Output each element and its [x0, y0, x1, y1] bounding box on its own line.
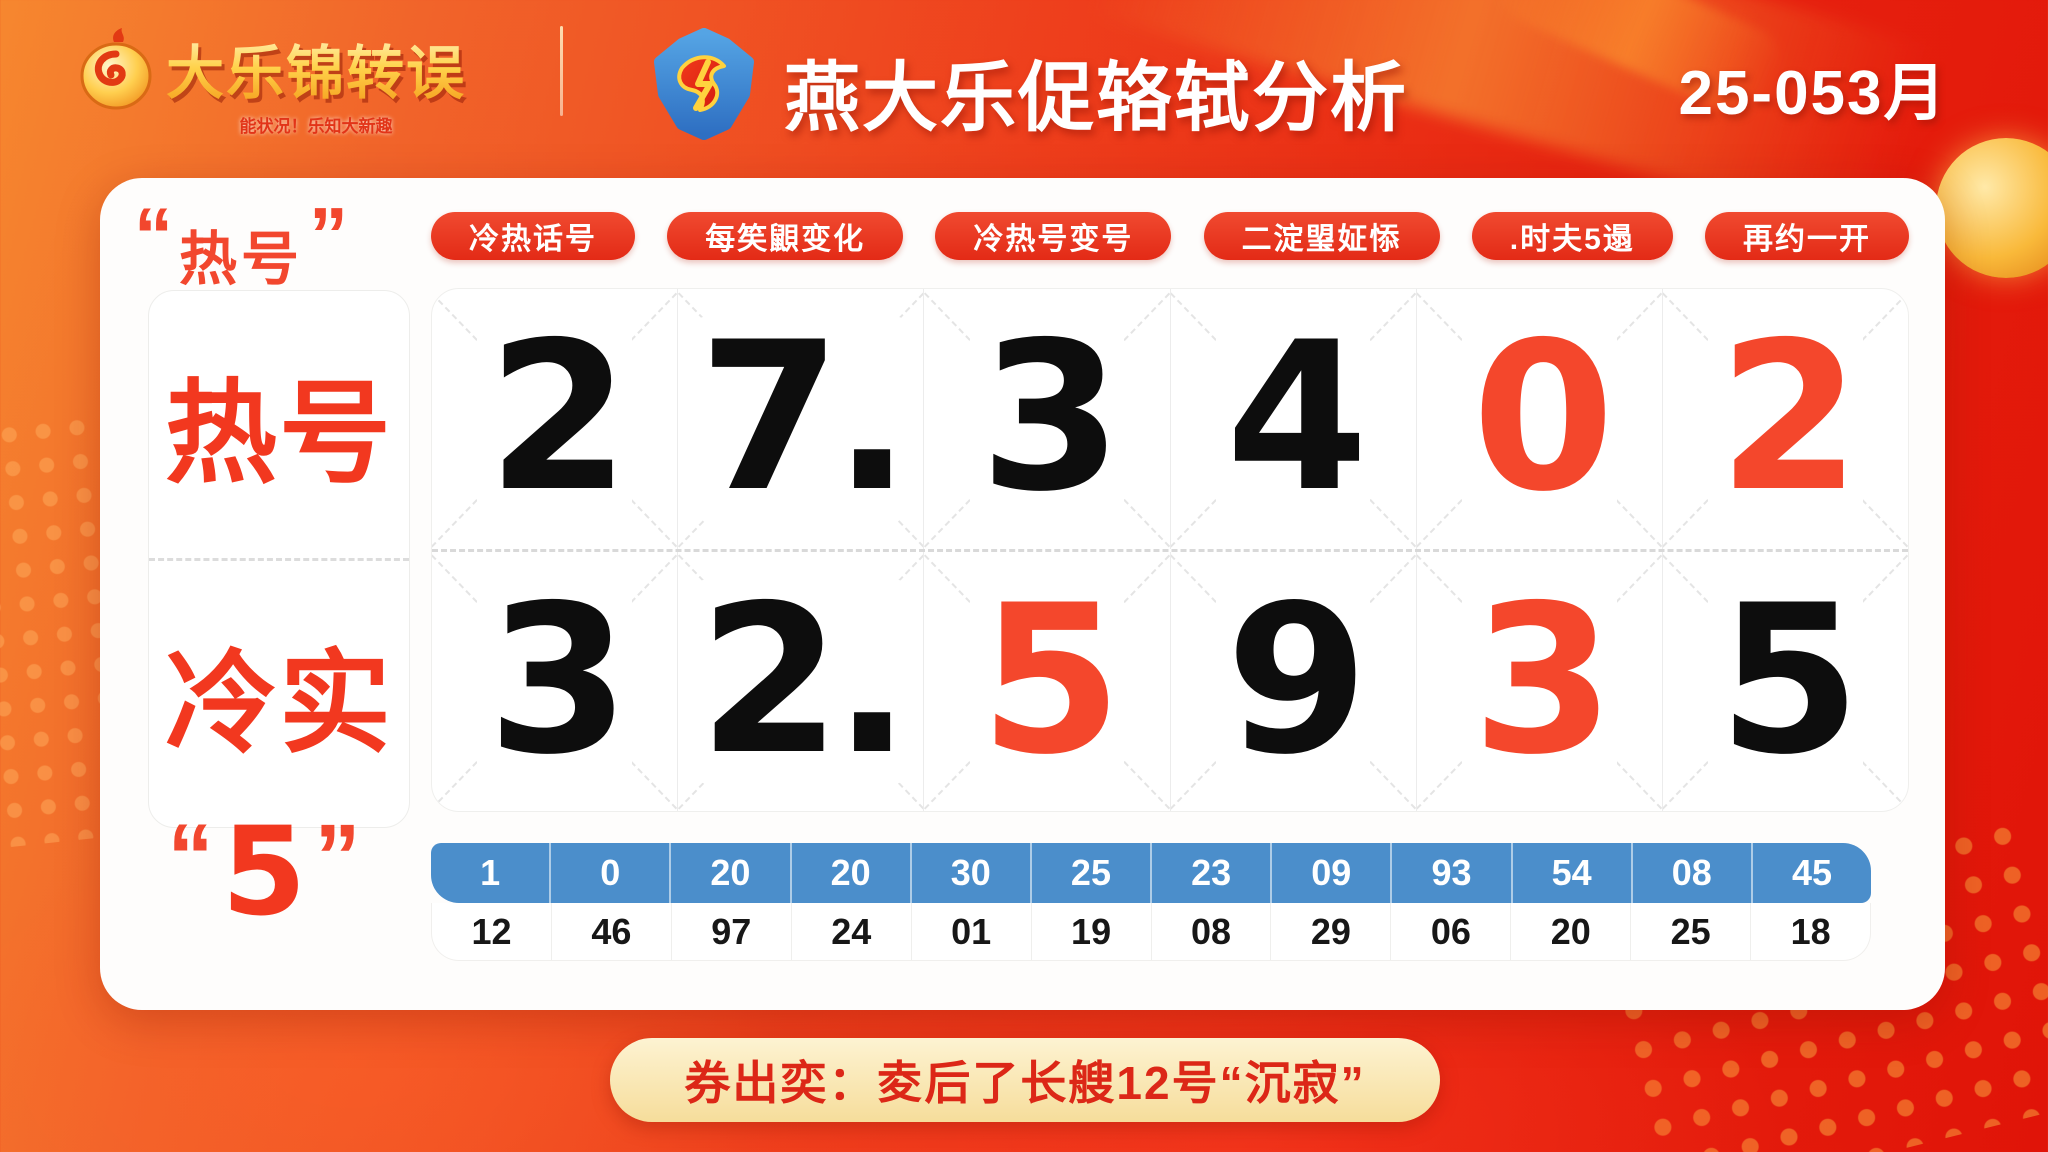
filter-pill-6[interactable]: 再约一开 [1704, 212, 1909, 260]
brand-text: 大乐锦转误 能状况！乐知大新趣 [166, 26, 466, 137]
brand-subtitle: 能状况！乐知大新趣 [239, 117, 393, 136]
row-label-panel: 热号 冷实 [148, 290, 410, 828]
table-header-cell-9: 93 [1390, 843, 1510, 903]
filter-pill-5[interactable]: .时夫5遢 [1471, 212, 1673, 260]
five-label-text: 5 [221, 801, 307, 943]
digit-value: 3 [969, 316, 1125, 522]
cold-digit-cell-2: 2. [677, 551, 923, 811]
cold-digit-cell-4: 9 [1169, 551, 1416, 811]
table-header-cell-12: 45 [1750, 843, 1871, 903]
filter-pill-4[interactable]: 二淀琞姃悿 [1203, 212, 1440, 260]
cold-digit-cell-5: 3 [1415, 551, 1662, 811]
cold-row-label-cell: 冷实 [149, 561, 409, 828]
table-value-cell-9: 06 [1390, 903, 1510, 960]
table-value-cell-6: 19 [1030, 903, 1151, 960]
page-title: 燕大乐促辂轼分析 [784, 56, 1408, 141]
table-header-cell-11: 08 [1630, 843, 1751, 903]
cold-digit-cell-1: 3 [432, 552, 677, 812]
digit-value: 2 [1708, 316, 1863, 522]
footer-banner-text: 券出奕：夌后了长艘12号“沉寂” [684, 1057, 1366, 1109]
table-value-cell-3: 97 [670, 903, 791, 960]
header: 大乐锦转误 能状况！乐知大新趣 燕大乐促辂轼分析 25-053月 [0, 0, 2048, 150]
filter-pill-2[interactable]: 每笶鼰变化 [667, 212, 904, 260]
hot-row-label: 热号 [165, 371, 393, 497]
table-header-cell-3: 20 [669, 843, 789, 903]
table-header-cell-8: 09 [1270, 843, 1390, 903]
hot-digit-cell-6: 2 [1661, 289, 1908, 549]
issue-number: 25-053月 [1678, 59, 1948, 128]
digit-value: 2. [688, 578, 914, 784]
table-value-cell-10: 20 [1510, 903, 1630, 960]
hot-digit-cell-2: 7. [677, 289, 923, 549]
table-header-cell-5: 30 [909, 843, 1030, 903]
filter-pill-1[interactable]: 冷热话号 [431, 212, 635, 260]
table-value-cell-7: 08 [1150, 903, 1271, 960]
digit-value: 3 [477, 578, 632, 784]
digit-value: 9 [1215, 578, 1371, 784]
hot-digit-cell-3: 3 [923, 289, 1169, 549]
hot-row-label-cell: 热号 [149, 291, 409, 561]
table-value-cell-12: 18 [1750, 903, 1870, 960]
digit-value: 5 [969, 578, 1125, 784]
coin-swirl-icon [80, 28, 152, 110]
filter-pills: 冷热话号 每笶鼰变化 冷热号变号 二淀琞姃悿 .时夫5遢 再约一开 [431, 212, 1909, 260]
open-quote: “ [134, 191, 173, 279]
main-card: “ 热号 ” 冷热话号 每笶鼰变化 冷热号变号 二淀琞姃悿 .时夫5遢 再约一开 热号 冷… [100, 178, 1945, 1010]
digit-value: 5 [1708, 578, 1863, 784]
brand-title: 大乐锦转误 [166, 26, 466, 110]
open-quote: “ [167, 806, 214, 908]
table-value-cell-11: 25 [1630, 903, 1750, 960]
hot-label-text: 热号 [179, 227, 304, 292]
digit-value: 7. [688, 316, 914, 522]
digit-value: 4 [1215, 316, 1371, 522]
hot-digit-cell-1: 2 [432, 289, 677, 549]
quoted-five-label: “ 5 ” [114, 801, 414, 943]
brand-logo: 大乐锦转误 能状况！乐知大新趣 [78, 26, 466, 137]
blue-star-badge-icon [654, 28, 754, 140]
number-table-value-row: 12 46 97 24 01 19 08 29 06 20 25 18 [431, 903, 1871, 961]
table-value-cell-1: 12 [471, 910, 512, 952]
table-value-cell-2: 46 [550, 903, 671, 960]
table-header-cell-7: 23 [1150, 843, 1270, 903]
close-quote: ” [314, 806, 361, 908]
header-divider [560, 26, 563, 116]
number-table-header-row: 1 0 20 20 30 25 23 09 93 54 08 45 [431, 843, 1871, 903]
gold-coin-decoration [1936, 138, 2048, 278]
table-value-cell-8: 29 [1270, 903, 1390, 960]
table-header-cell-2: 0 [549, 843, 669, 903]
hot-number-row: 2 7. 3 4 0 2 [432, 289, 1908, 552]
table-value-cell-4: 24 [790, 903, 911, 960]
cold-row-label: 冷实 [165, 640, 393, 766]
hot-number-quoted-label: “ 热号 ” [134, 191, 349, 296]
cold-digit-cell-3: 5 [923, 551, 1169, 811]
close-quote: ” [309, 191, 349, 279]
digit-value: 0 [1461, 316, 1617, 522]
footer-banner: 券出奕：夌后了长艘12号“沉寂” [610, 1038, 1440, 1122]
hot-digit-cell-5: 0 [1415, 289, 1662, 549]
table-header-cell-6: 25 [1029, 843, 1150, 903]
table-value-cell-5: 01 [910, 903, 1031, 960]
digit-value: 3 [1461, 578, 1617, 784]
filter-pill-3[interactable]: 冷热号变号 [935, 212, 1172, 260]
table-header-cell-4: 20 [789, 843, 910, 903]
table-header-cell-10: 54 [1510, 843, 1631, 903]
table-header-cell-1: 1 [480, 852, 501, 893]
hot-digit-cell-4: 4 [1169, 289, 1416, 549]
digit-value: 2 [477, 316, 632, 522]
cold-number-row: 3 2. 5 9 3 5 [432, 551, 1908, 812]
digit-grid: 2 7. 3 4 0 2 3 2. 5 9 3 5 [431, 288, 1909, 812]
cold-digit-cell-6: 5 [1661, 551, 1908, 811]
